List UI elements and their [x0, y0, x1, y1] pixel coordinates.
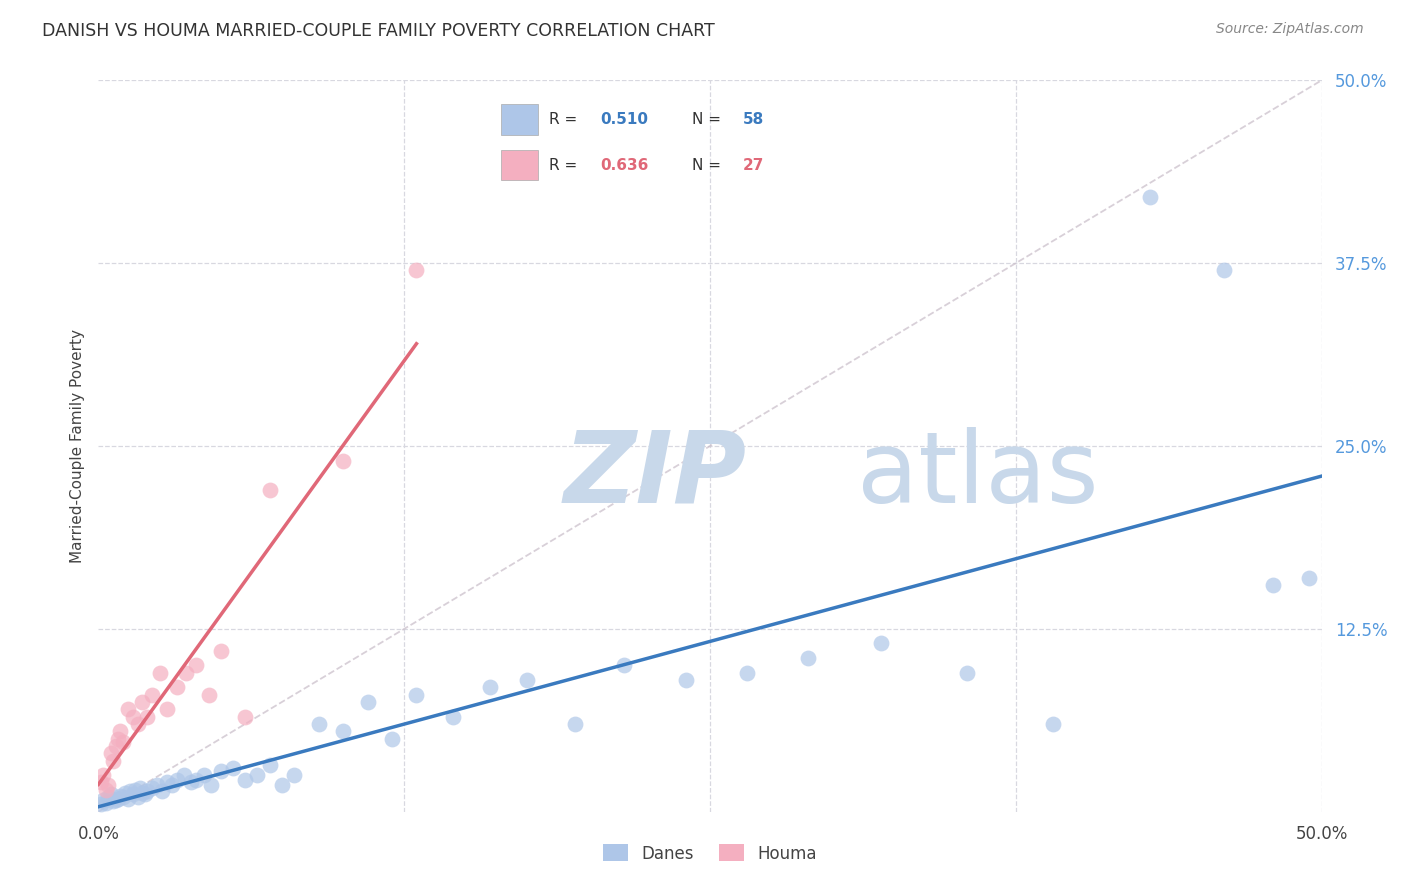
Point	[134, 787, 156, 801]
Point	[101, 754, 124, 768]
Point	[156, 702, 179, 716]
Point	[97, 790, 120, 805]
Point	[166, 681, 188, 695]
Point	[100, 787, 122, 801]
Point	[209, 764, 232, 778]
Point	[131, 695, 153, 709]
Point	[91, 768, 114, 782]
Text: ZIP: ZIP	[564, 426, 747, 524]
Point	[146, 778, 169, 792]
Point	[180, 775, 202, 789]
Point	[110, 789, 132, 803]
Point	[675, 673, 697, 687]
Text: Source: ZipAtlas.com: Source: ZipAtlas.com	[1216, 22, 1364, 37]
Point	[124, 782, 146, 797]
Point	[127, 717, 149, 731]
Point	[332, 453, 354, 467]
Point	[1261, 578, 1284, 592]
Point	[308, 717, 330, 731]
Point	[515, 673, 537, 687]
Point	[120, 784, 142, 798]
Text: atlas: atlas	[856, 426, 1098, 524]
Point	[1042, 717, 1064, 731]
Point	[117, 791, 139, 805]
Point	[186, 658, 208, 673]
Point	[478, 681, 501, 695]
Point	[1298, 571, 1320, 585]
Point	[136, 784, 159, 798]
Point	[1212, 263, 1234, 277]
Point	[94, 796, 117, 810]
Point	[613, 658, 636, 673]
Point	[381, 731, 404, 746]
Point	[166, 772, 188, 787]
Point	[141, 781, 163, 796]
Text: DANISH VS HOUMA MARRIED-COUPLE FAMILY POVERTY CORRELATION CHART: DANISH VS HOUMA MARRIED-COUPLE FAMILY PO…	[42, 22, 714, 40]
Point	[149, 665, 172, 680]
Point	[173, 768, 195, 782]
Point	[141, 688, 163, 702]
Point	[200, 778, 222, 792]
Point	[121, 787, 143, 801]
Point	[233, 772, 256, 787]
Point	[94, 782, 117, 797]
Point	[209, 644, 232, 658]
Point	[176, 665, 198, 680]
Point	[127, 790, 149, 805]
Point	[233, 709, 256, 723]
Point	[129, 781, 152, 796]
Point	[283, 768, 305, 782]
Point	[111, 790, 134, 805]
Point	[246, 768, 269, 782]
Point	[870, 636, 893, 650]
Point	[405, 263, 427, 277]
Point	[90, 775, 112, 789]
Point	[797, 651, 820, 665]
Legend: Danes, Houma: Danes, Houma	[596, 838, 824, 869]
Point	[101, 795, 124, 809]
Point	[90, 797, 112, 812]
Point	[356, 695, 378, 709]
Point	[97, 778, 120, 792]
Point	[100, 746, 122, 760]
Point	[332, 724, 354, 739]
Point	[405, 688, 427, 702]
Point	[735, 665, 758, 680]
Point	[259, 758, 281, 772]
Y-axis label: Married-Couple Family Poverty: Married-Couple Family Poverty	[69, 329, 84, 563]
Point	[110, 724, 132, 739]
Point	[114, 786, 136, 800]
Point	[150, 784, 173, 798]
Point	[956, 665, 979, 680]
Point	[117, 702, 139, 716]
Point	[222, 761, 245, 775]
Point	[107, 731, 129, 746]
Point	[107, 791, 129, 805]
Point	[156, 775, 179, 789]
Point	[1139, 190, 1161, 204]
Point	[197, 688, 219, 702]
Point	[104, 793, 127, 807]
Point	[104, 739, 127, 753]
Point	[564, 717, 586, 731]
Point	[91, 793, 114, 807]
Point	[186, 772, 208, 787]
Point	[441, 709, 464, 723]
Point	[121, 709, 143, 723]
Point	[259, 483, 281, 497]
Point	[131, 786, 153, 800]
Point	[270, 778, 294, 792]
Point	[136, 709, 159, 723]
Point	[193, 768, 215, 782]
Point	[111, 734, 134, 748]
Point	[160, 778, 183, 792]
